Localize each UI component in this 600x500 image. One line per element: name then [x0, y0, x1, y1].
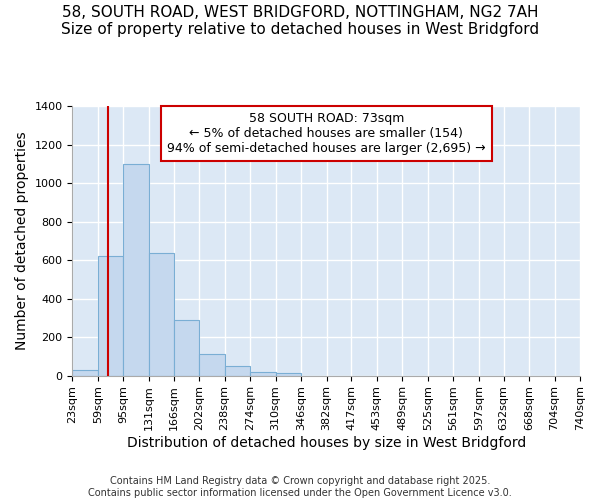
Text: 58 SOUTH ROAD: 73sqm
← 5% of detached houses are smaller (154)
94% of semi-detac: 58 SOUTH ROAD: 73sqm ← 5% of detached ho…	[167, 112, 485, 155]
Text: 58, SOUTH ROAD, WEST BRIDGFORD, NOTTINGHAM, NG2 7AH
Size of property relative to: 58, SOUTH ROAD, WEST BRIDGFORD, NOTTINGH…	[61, 5, 539, 38]
Bar	[199, 354, 224, 376]
Bar	[73, 370, 98, 376]
Bar	[149, 252, 173, 376]
Y-axis label: Number of detached properties: Number of detached properties	[15, 132, 29, 350]
X-axis label: Distribution of detached houses by size in West Bridgford: Distribution of detached houses by size …	[127, 436, 526, 450]
Bar	[224, 366, 250, 376]
Bar	[98, 256, 124, 376]
Bar	[275, 372, 301, 376]
Bar	[250, 372, 275, 376]
Bar	[173, 320, 199, 376]
Text: Contains HM Land Registry data © Crown copyright and database right 2025.
Contai: Contains HM Land Registry data © Crown c…	[88, 476, 512, 498]
Bar	[124, 164, 149, 376]
